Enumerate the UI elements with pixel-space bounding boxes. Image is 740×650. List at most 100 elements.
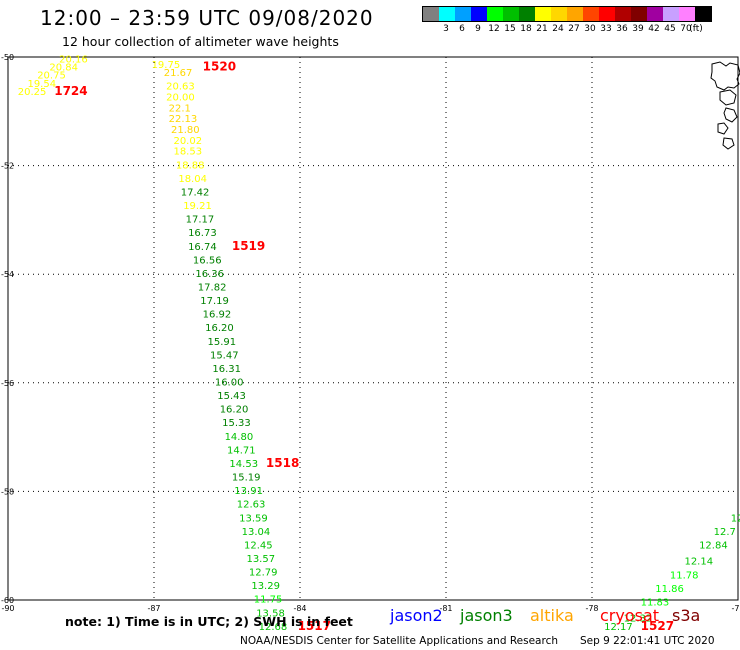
pass-time-label: 1527	[641, 619, 674, 633]
swh-value: 13.59	[239, 513, 268, 524]
legend-label: 6	[459, 24, 465, 34]
footer-timestamp: Sep 9 22:01:41 UTC 2020	[580, 635, 715, 647]
y-tick-label: -50	[1, 53, 14, 62]
swh-value: 16.36	[195, 269, 224, 280]
legend-swatch	[663, 7, 679, 21]
coastline-islands	[710, 61, 740, 150]
x-tick-label: -87	[147, 604, 160, 613]
swh-value: 11.83	[641, 597, 670, 608]
pass-time-label: 1518	[266, 456, 299, 470]
legend-swatch	[567, 7, 583, 21]
plot-border	[7, 56, 739, 601]
legend-label: 27	[568, 24, 580, 34]
swh-value: 11.86	[655, 584, 684, 595]
pass-time-label: 1520	[203, 60, 236, 74]
swh-value: 13.57	[246, 554, 275, 565]
y-tick-label: -56	[1, 379, 14, 388]
swh-value: 19.75	[152, 60, 181, 71]
legend-label: 15	[504, 24, 516, 34]
swh-value: 14.71	[227, 445, 256, 456]
swh-value: 22.13	[169, 114, 198, 125]
units-note: note: 1) Time is in UTC; 2) SWH is in fe…	[65, 614, 353, 629]
y-tick-label: -60	[1, 596, 14, 605]
legend-label: 39	[632, 24, 644, 34]
legend-label: 3	[443, 24, 449, 34]
swh-value: 22.1	[169, 103, 191, 114]
swh-value: 16.73	[188, 228, 217, 239]
legend-label: 30	[584, 24, 596, 34]
legend-label: 21	[536, 24, 548, 34]
swh-value: 17.19	[200, 296, 229, 307]
swh-value: 21.80	[171, 125, 200, 136]
legend-swatch	[519, 7, 535, 21]
swh-value: 15.91	[208, 337, 237, 348]
legend-swatch	[439, 7, 455, 21]
satellite-name: jason2	[390, 606, 443, 625]
chart-subtitle: 12 hour collection of altimeter wave hei…	[62, 34, 339, 49]
swh-value: 15.33	[222, 418, 251, 429]
swh-value: 12.79	[249, 568, 278, 579]
legend-swatch	[647, 7, 663, 21]
swh-value: 12.63	[237, 500, 266, 511]
swh-value: 16.00	[215, 378, 244, 389]
swh-value: 12.84	[699, 540, 728, 551]
swh-value: 12.14	[684, 557, 713, 568]
swh-value: 18.53	[173, 147, 202, 158]
satellite-name: altika	[530, 606, 574, 625]
footer-credit: NOAA/NESDIS Center for Satellite Applica…	[240, 635, 558, 647]
swh-value: 17.42	[181, 187, 210, 198]
satellite-name: jason3	[460, 606, 513, 625]
legend-swatch	[551, 7, 567, 21]
swh-value: 12.32	[624, 614, 653, 625]
color-scale-legend: 3 6 9 12 15 18 21 24 27 30 33 36 39 42 45 70 (ft)	[422, 6, 712, 34]
swh-value: 15.19	[232, 473, 261, 484]
satellite-name: s3a	[672, 606, 701, 625]
legend-swatch	[615, 7, 631, 21]
legend-swatches	[422, 6, 712, 22]
swh-value: 13.29	[251, 581, 280, 592]
island-shape	[723, 107, 738, 123]
legend-swatch	[679, 7, 695, 21]
swh-value: 20.63	[166, 82, 195, 93]
island-shape	[719, 89, 737, 106]
pass-time-label: 1517	[298, 619, 331, 633]
swh-value: 18.88	[176, 160, 205, 171]
swh-value: 13.91	[234, 486, 263, 497]
swh-value: 17.17	[186, 215, 215, 226]
swh-value: 19.54	[27, 79, 56, 90]
swh-value: 20.75	[37, 71, 66, 82]
swh-value: 16.20	[205, 323, 234, 334]
legend-swatch	[599, 7, 615, 21]
swh-value: 12.68	[259, 622, 288, 633]
chart-title: 12:00 – 23:59 UTC 09/08/2020	[40, 6, 374, 30]
legend-label: 18	[520, 24, 532, 34]
y-tick-label: -52	[1, 162, 14, 171]
swh-value: 20.02	[173, 136, 202, 147]
legend-label: 24	[552, 24, 564, 34]
legend-swatch	[471, 7, 487, 21]
pass-time-label: 1519	[232, 239, 265, 253]
legend-label: 42	[648, 24, 660, 34]
x-tick-label: -81	[439, 604, 452, 613]
legend-swatch	[503, 7, 519, 21]
swh-value: 13.58	[256, 608, 285, 619]
swh-points: 19.7521.6720.6320.0022.122.1321.8020.021…	[18, 54, 740, 632]
legend-swatch	[455, 7, 471, 21]
legend-swatch	[487, 7, 503, 21]
swh-value: 16.74	[188, 242, 217, 253]
swh-value: 21.67	[164, 68, 193, 79]
swh-value: 20.16	[59, 54, 88, 65]
legend-label: 12	[488, 24, 500, 34]
swh-value: 11.75	[254, 595, 283, 606]
legend-label: 36	[616, 24, 628, 34]
axis-ticks: -90 -87 -84 -81 -78 -75 -50 -52 -54 -56 -58 -60	[1, 53, 740, 613]
legend-label: 45	[664, 24, 676, 34]
island-shape	[710, 61, 740, 91]
swh-value: 14.53	[229, 459, 258, 470]
legend-swatch	[695, 7, 711, 21]
legend-label: 70	[680, 24, 692, 34]
swh-value: 15.47	[210, 350, 239, 361]
swh-value: 16.31	[212, 364, 241, 375]
legend-unit: (ft)	[689, 24, 703, 34]
